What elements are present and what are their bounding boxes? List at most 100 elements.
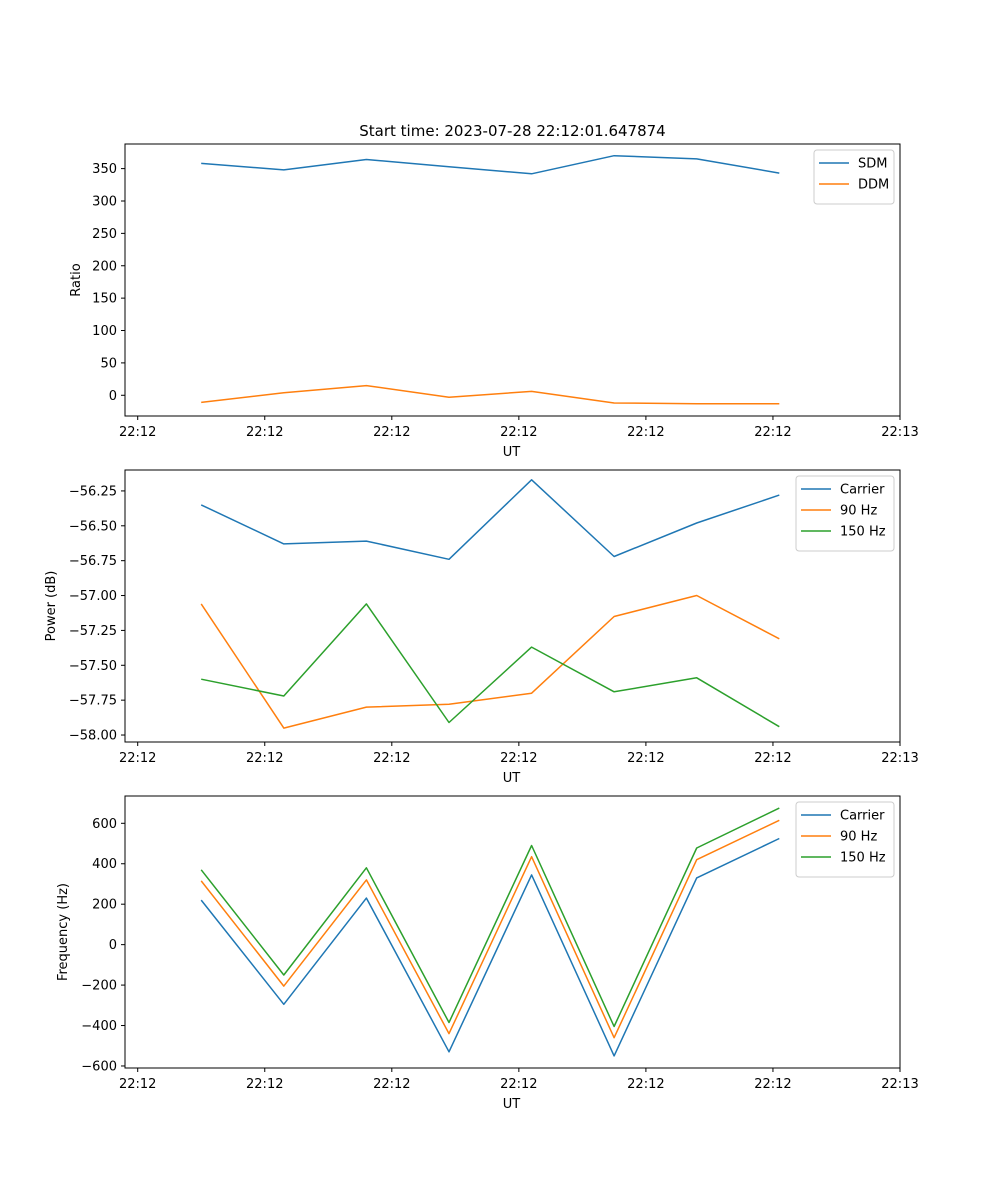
x-tick-label: 22:12 (246, 751, 283, 766)
series-line-150-hz (200, 807, 780, 1028)
x-axis-label: UT (503, 771, 521, 786)
y-tick-label: 250 (92, 227, 117, 242)
data-point-90-hz (365, 879, 367, 881)
x-tick-label: 22:12 (373, 1077, 410, 1092)
data-point-sdm (283, 169, 285, 171)
data-point-carrier (696, 522, 698, 524)
data-point-150-hz (283, 974, 285, 976)
data-point-ddm (613, 402, 615, 404)
x-tick-label: 22:12 (119, 1077, 156, 1092)
series-line-carrier (200, 479, 780, 561)
data-point-90-hz (365, 706, 367, 708)
data-point-carrier (200, 899, 202, 901)
power-panel: 22:12 22:12 22:12 22:12 22:12 22:12 22:13 −58.0… (44, 469, 919, 786)
legend: SDM DDM (813, 149, 895, 205)
data-point-ddm (530, 390, 532, 392)
x-axis-label: UT (503, 445, 521, 460)
data-point-90-hz (448, 703, 450, 705)
data-point-ddm (696, 403, 698, 405)
y-tick-label: −56.25 (69, 484, 117, 499)
y-tick-label: 50 (100, 356, 117, 371)
x-tick-label: 22:12 (754, 751, 791, 766)
x-tick-label: 22:12 (500, 1077, 537, 1092)
x-axis-label: UT (503, 1097, 521, 1112)
legend-label-90-hz: 90 Hz (840, 830, 877, 845)
x-tick-label: 22:12 (500, 751, 537, 766)
y-tick-label: −57.75 (69, 694, 117, 709)
y-tick-label: −600 (81, 1059, 117, 1074)
data-point-ddm (283, 392, 285, 394)
y-tick-label: −58.00 (69, 729, 117, 744)
x-tick-label: 22:12 (373, 425, 410, 440)
x-tick-label: 22:12 (246, 1077, 283, 1092)
series-line-90-hz (200, 594, 780, 729)
x-tick-label: 22:12 (627, 751, 664, 766)
data-point-90-hz (448, 1032, 450, 1034)
data-point-150-hz (696, 847, 698, 849)
data-point-90-hz (530, 856, 532, 858)
data-point-90-hz (283, 727, 285, 729)
data-point-90-hz (200, 880, 202, 882)
data-point-sdm (530, 173, 532, 175)
data-point-150-hz (448, 1021, 450, 1023)
x-tick-label: 22:12 (119, 425, 156, 440)
data-point-carrier (365, 540, 367, 542)
data-point-sdm (200, 162, 202, 164)
series-line-150-hz (201, 603, 780, 728)
legend-label-carrier: Carrier (840, 809, 885, 824)
axes-frame (124, 143, 901, 417)
data-point-90-hz (778, 638, 780, 640)
axes-frame (124, 469, 901, 743)
frequency-panel: 22:12 22:12 22:12 22:12 22:12 22:12 22:13 −600 −… (56, 795, 919, 1112)
x-tick-label: 22:12 (627, 1077, 664, 1092)
legend-label-150-hz: 150 Hz (840, 525, 886, 540)
legend-label-90-hz: 90 Hz (840, 504, 877, 519)
data-point-carrier (200, 504, 202, 506)
x-tick-label: 22:13 (881, 1077, 918, 1092)
data-point-150-hz (696, 677, 698, 679)
data-point-carrier (778, 837, 780, 839)
data-point-sdm (778, 172, 780, 174)
legend-box (795, 801, 895, 878)
data-point-150-hz (365, 867, 367, 869)
y-tick-label: −57.50 (69, 659, 117, 674)
series-line-sdm (201, 154, 780, 175)
legend-label-carrier: Carrier (840, 483, 885, 498)
y-tick-label: 400 (92, 857, 117, 872)
y-tick-label: −57.00 (69, 589, 117, 604)
legend-box (795, 475, 895, 552)
data-point-carrier (696, 877, 698, 879)
data-point-90-hz (696, 594, 698, 596)
x-tick-label: 22:13 (881, 425, 918, 440)
y-tick-label: 300 (92, 194, 117, 209)
x-tick-label: 22:12 (754, 1077, 791, 1092)
series-line-carrier (200, 837, 780, 1057)
data-point-carrier (448, 558, 450, 560)
ratio-panel: 22:12 22:12 22:12 22:12 22:12 22:12 22:13 0 50 10… (69, 143, 919, 460)
y-tick-label: −56.50 (69, 519, 117, 534)
figure-title: Start time: 2023-07-28 22:12:01.647874 (359, 122, 665, 140)
legend-label-ddm: DDM (858, 178, 889, 193)
x-tick-label: 22:12 (119, 751, 156, 766)
data-point-90-hz (613, 615, 615, 617)
y-tick-label: −57.25 (69, 624, 117, 639)
y-tick-label: −400 (81, 1019, 117, 1034)
x-tick-label: 22:12 (246, 425, 283, 440)
data-point-90-hz (613, 1037, 615, 1039)
series-line-ddm (201, 384, 780, 405)
y-tick-label: 100 (92, 324, 117, 339)
data-point-90-hz (696, 859, 698, 861)
data-point-150-hz (530, 646, 532, 648)
x-tick-label: 22:12 (500, 425, 537, 440)
data-point-carrier (778, 494, 780, 496)
legend: Carrier 90 Hz 150 Hz (795, 801, 895, 878)
data-point-ddm (778, 403, 780, 405)
data-point-150-hz (365, 603, 367, 605)
data-point-ddm (365, 384, 367, 386)
y-tick-label: 0 (109, 938, 117, 953)
data-point-150-hz (200, 678, 202, 680)
x-tick-label: 22:13 (881, 751, 918, 766)
legend-label-150-hz: 150 Hz (840, 851, 886, 866)
x-tick-label: 22:12 (754, 425, 791, 440)
data-point-150-hz (448, 721, 450, 723)
